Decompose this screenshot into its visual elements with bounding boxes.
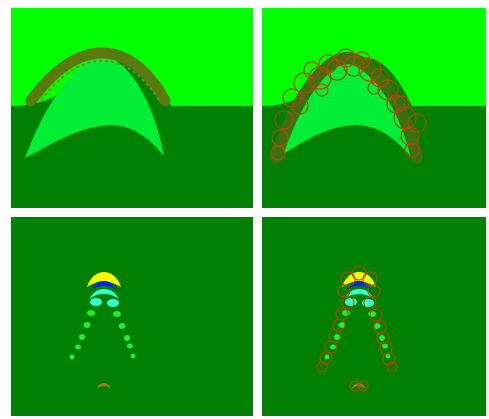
cyan-spot <box>345 298 357 306</box>
green-spot <box>118 323 126 329</box>
panel-top-left <box>11 8 253 208</box>
yellow-blob <box>87 272 121 287</box>
small-brown-blob <box>96 383 111 389</box>
panel-top-right-image <box>262 8 486 208</box>
cyan-spot <box>107 299 119 307</box>
green-spot <box>87 310 95 316</box>
cyan-spot <box>90 298 102 306</box>
green-spot <box>127 343 133 349</box>
green-spot <box>330 344 336 350</box>
green-spot <box>75 344 81 350</box>
green-spot <box>69 354 75 360</box>
panel-bottom-left <box>11 217 253 416</box>
panel-bottom-right <box>262 217 486 416</box>
arch-fill <box>25 56 164 158</box>
green-spot <box>124 335 130 341</box>
green-spot <box>130 353 136 359</box>
arch-band <box>270 51 423 164</box>
green-spot <box>113 311 121 317</box>
green-spot <box>385 353 391 359</box>
panel-bottom-left-image <box>11 217 253 416</box>
green-spot <box>83 322 91 328</box>
green-spot <box>373 323 381 329</box>
green-spot <box>382 343 388 349</box>
panel-top-right <box>262 8 486 208</box>
panel-bottom-right-image <box>262 217 486 416</box>
blue-blob <box>346 281 372 290</box>
green-spot <box>334 334 340 340</box>
circle-overlay <box>316 265 398 392</box>
blue-blob <box>91 281 117 290</box>
cyan-blob <box>344 289 374 299</box>
green-spot <box>342 310 350 316</box>
cyan-blob <box>89 289 119 299</box>
green-spot <box>368 311 376 317</box>
green-spot <box>379 335 385 341</box>
green-spot <box>338 322 346 328</box>
blob-cluster <box>69 272 136 389</box>
blob-cluster <box>324 272 391 389</box>
arch-band-texture <box>40 59 160 101</box>
green-spot <box>324 354 330 360</box>
cyan-spot <box>362 299 374 307</box>
arch-band <box>25 47 171 107</box>
background-region <box>11 217 253 416</box>
circle-overlay <box>270 48 427 161</box>
green-spot <box>79 334 85 340</box>
panel-top-left-image <box>11 8 253 208</box>
